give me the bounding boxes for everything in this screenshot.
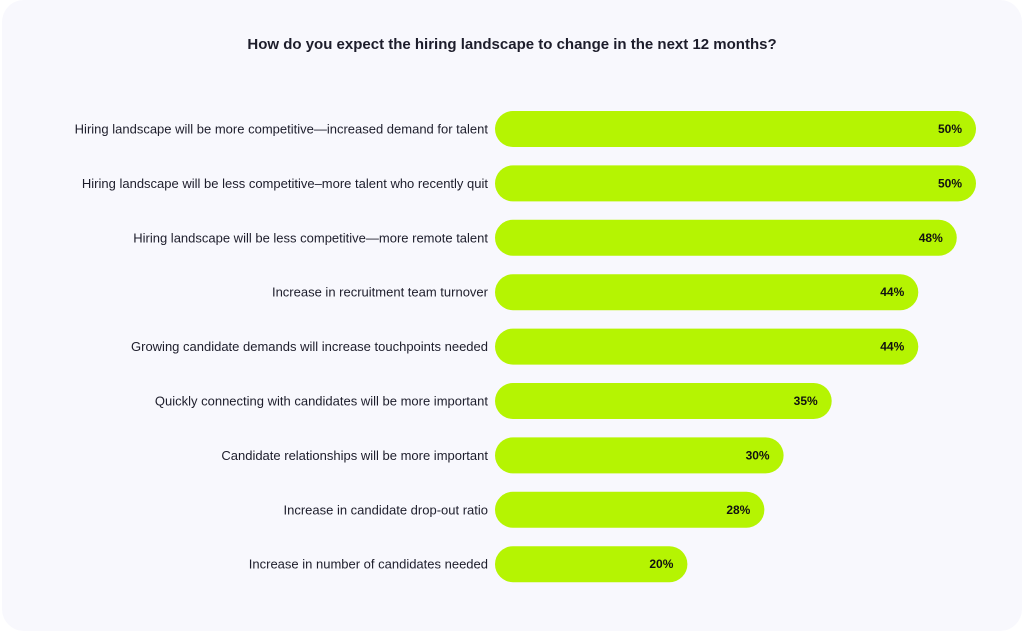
category-label: Increase in candidate drop-out ratio (283, 502, 488, 517)
category-label: Increase in recruitment team turnover (272, 285, 489, 300)
bar-row: Hiring landscape will be more competitiv… (75, 111, 976, 147)
bar-row: Growing candidate demands will increase … (131, 328, 919, 365)
bar (495, 328, 919, 365)
category-label: Hiring landscape will be less competitiv… (82, 176, 488, 191)
bar (495, 437, 784, 474)
category-label: Quickly connecting with candidates will … (155, 394, 488, 409)
value-label: 30% (746, 448, 770, 462)
category-label: Increase in number of candidates needed (249, 557, 488, 572)
bar-row: Increase in candidate drop-out ratio 28% (283, 491, 765, 528)
value-label: 28% (726, 503, 750, 517)
category-label: Growing candidate demands will increase … (131, 339, 488, 354)
value-label: 35% (794, 394, 818, 408)
chart-title: How do you expect the hiring landscape t… (247, 36, 777, 53)
value-label: 44% (880, 285, 904, 299)
bar (495, 546, 688, 583)
category-label: Candidate relationships will be more imp… (221, 448, 488, 463)
bar-row: Quickly connecting with candidates will … (155, 383, 832, 419)
bar-row: Increase in recruitment team turnover 44% (272, 274, 919, 311)
bar-row: Hiring landscape will be less competitiv… (133, 219, 957, 256)
bar (495, 165, 976, 202)
bar-row: Increase in number of candidates needed 2… (249, 546, 688, 583)
bar (495, 219, 957, 256)
value-label: 50% (938, 122, 962, 136)
category-label: Hiring landscape will be more competitiv… (75, 122, 489, 137)
category-label: Hiring landscape will be less competitiv… (133, 230, 488, 245)
value-label: 50% (938, 176, 962, 190)
bar (495, 111, 976, 147)
bar-row: Hiring landscape will be less competitiv… (82, 165, 976, 202)
bar (495, 383, 832, 419)
bar-row: Candidate relationships will be more imp… (221, 437, 784, 474)
value-label: 20% (649, 557, 673, 571)
bar (495, 491, 765, 528)
value-label: 48% (919, 231, 943, 245)
bar (495, 274, 919, 311)
value-label: 44% (880, 340, 904, 354)
